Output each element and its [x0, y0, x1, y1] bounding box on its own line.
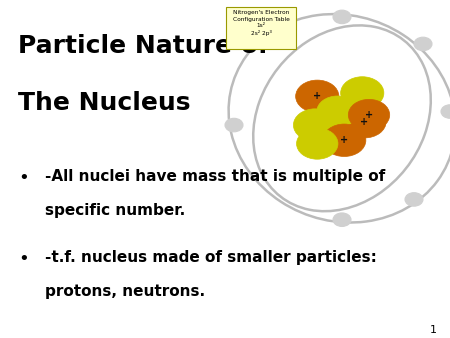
- Text: •: •: [18, 250, 29, 268]
- Text: The Nucleus: The Nucleus: [18, 91, 190, 115]
- Circle shape: [323, 124, 366, 156]
- Circle shape: [405, 193, 423, 206]
- Circle shape: [414, 37, 432, 51]
- Circle shape: [293, 109, 337, 141]
- Text: +: +: [365, 110, 373, 120]
- Text: +: +: [360, 117, 369, 127]
- Circle shape: [333, 213, 351, 226]
- Text: +: +: [340, 135, 348, 145]
- Text: Nitrogen's Electron
Configuration Table
1s²
2s² 2p³: Nitrogen's Electron Configuration Table …: [233, 10, 290, 36]
- Circle shape: [333, 10, 351, 24]
- Text: +: +: [313, 91, 321, 101]
- Text: 1: 1: [429, 324, 436, 335]
- Circle shape: [225, 118, 243, 132]
- Text: -t.f. nucleus made of smaller particles:: -t.f. nucleus made of smaller particles:: [45, 250, 377, 265]
- Circle shape: [317, 96, 358, 127]
- Circle shape: [297, 128, 338, 159]
- FancyBboxPatch shape: [226, 7, 296, 49]
- Circle shape: [441, 105, 450, 118]
- Circle shape: [343, 105, 386, 138]
- Text: protons, neutrons.: protons, neutrons.: [45, 284, 205, 299]
- Circle shape: [348, 99, 390, 130]
- Text: specific number.: specific number.: [45, 203, 185, 218]
- Text: Particle Nature of: Particle Nature of: [18, 34, 269, 58]
- Circle shape: [266, 30, 284, 44]
- Circle shape: [341, 77, 384, 109]
- Circle shape: [296, 80, 339, 113]
- Text: •: •: [18, 169, 29, 187]
- Text: -All nuclei have mass that is multiple of: -All nuclei have mass that is multiple o…: [45, 169, 385, 184]
